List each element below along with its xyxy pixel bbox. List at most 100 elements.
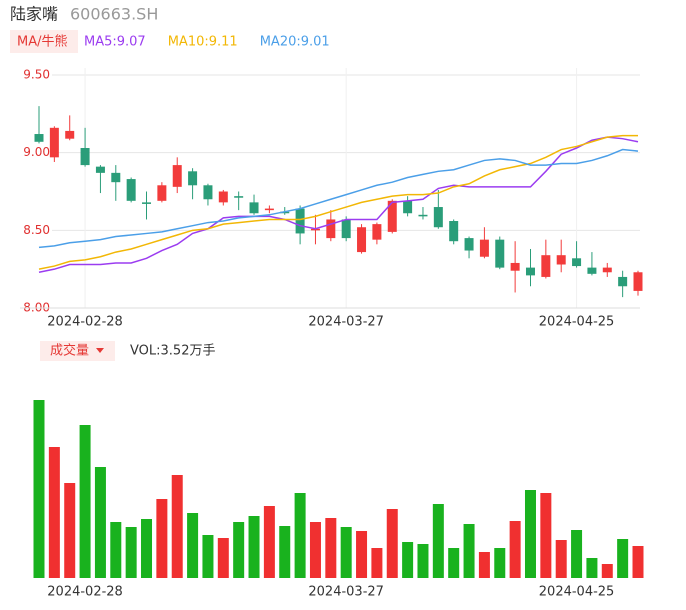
candle-body: [218, 191, 228, 203]
candle-body: [449, 221, 459, 242]
candle-body: [65, 130, 75, 139]
candle-body: [310, 228, 320, 231]
candle-body: [142, 202, 152, 204]
candle-body: [188, 171, 198, 186]
candle-body: [618, 276, 628, 287]
volume-bar: [294, 493, 306, 578]
stock-name: 陆家嘴: [10, 5, 58, 24]
x-tick-label: 2024-03-27: [308, 585, 384, 600]
volume-bar: [601, 564, 613, 578]
candle-body: [510, 262, 520, 271]
volume-bar: [125, 527, 137, 578]
dropdown-icon[interactable]: [96, 348, 104, 353]
volume-bar: [263, 506, 275, 578]
volume-bar: [248, 516, 260, 578]
volume-bar: [156, 499, 168, 578]
candle-body: [357, 227, 367, 253]
stock-code: 600663.SH: [70, 5, 158, 24]
volume-bar: [617, 539, 629, 578]
candle-body: [34, 134, 44, 142]
candle-body: [572, 258, 582, 267]
volume-bar: [586, 558, 598, 578]
candle-body: [602, 267, 612, 273]
volume-bar: [494, 548, 506, 578]
legend-entry: MA20:9.01: [260, 35, 330, 50]
legend-entry: MA10:9.11: [168, 35, 238, 50]
candle-body: [418, 214, 428, 217]
volume-bar: [417, 544, 429, 578]
ma-line: [38, 134, 638, 270]
volume-bar: [202, 535, 214, 578]
volume-bar: [187, 513, 199, 578]
volume-bar: [432, 504, 444, 578]
ma-line: [38, 148, 639, 249]
candle-body: [341, 219, 351, 239]
candle-body: [387, 200, 397, 232]
volume-bar: [463, 524, 475, 578]
legend-entry: MA5:9.07: [84, 35, 146, 50]
ma-line: [38, 136, 639, 274]
volume-bar: [141, 519, 153, 578]
x-tick-label: 2024-03-27: [308, 315, 384, 330]
volume-value: VOL:3.52万手: [130, 344, 215, 359]
candle-body: [249, 202, 259, 214]
candle-body: [326, 219, 336, 239]
volume-bar: [524, 490, 536, 578]
candle-body: [295, 208, 305, 234]
volume-bar: [371, 548, 383, 578]
candle-body: [234, 196, 244, 198]
volume-bar: [509, 521, 521, 578]
y-tick-label: 9.00: [23, 145, 50, 159]
volume-bar: [571, 530, 583, 578]
x-tick-label: 2024-02-28: [47, 585, 123, 600]
candle-body: [372, 224, 382, 240]
y-tick-label: 9.50: [23, 68, 50, 82]
volume-bar: [632, 546, 644, 578]
candle-body: [172, 165, 182, 187]
candle-body: [479, 239, 489, 257]
candle-body: [541, 255, 551, 277]
volume-bar: [48, 447, 60, 578]
y-tick-label: 8.50: [23, 223, 50, 237]
candle-body: [556, 255, 566, 265]
candle-body: [495, 239, 505, 268]
candle-body: [203, 185, 213, 200]
indicator-box[interactable]: [10, 30, 78, 53]
volume-bar: [386, 509, 398, 578]
volume-bar: [279, 526, 291, 578]
candle-body: [403, 200, 413, 214]
candle-body: [464, 238, 474, 251]
candle-body: [95, 166, 105, 173]
volume-bar: [171, 475, 183, 578]
candle-body: [264, 208, 274, 211]
volume-bar: [110, 522, 122, 578]
volume-bar: [233, 522, 245, 578]
candle-body: [126, 179, 136, 201]
volume-bar: [79, 425, 91, 578]
volume-bar: [94, 467, 106, 578]
volume-label[interactable]: 成交量: [50, 343, 89, 359]
candle-body: [157, 185, 167, 201]
candle-body: [280, 211, 290, 214]
volume-bar: [64, 483, 76, 578]
volume-bar: [555, 540, 567, 578]
volume-bar: [33, 400, 45, 578]
volume-bar: [448, 548, 460, 578]
volume-box[interactable]: [40, 341, 115, 361]
candle-body: [633, 272, 643, 291]
candle-body: [111, 172, 121, 183]
candle-body: [587, 267, 597, 274]
indicator-label[interactable]: MA/牛熊: [17, 34, 68, 50]
volume-bar: [309, 522, 321, 578]
volume-bar: [325, 518, 337, 578]
candle-body: [80, 148, 90, 166]
volume-bar: [340, 527, 352, 578]
x-tick-label: 2024-02-28: [47, 315, 123, 330]
volume-bar: [540, 493, 552, 578]
volume-bar: [402, 542, 414, 578]
x-tick-label: 2024-04-25: [539, 585, 615, 600]
volume-bar: [217, 538, 229, 578]
candle-body: [49, 127, 59, 158]
